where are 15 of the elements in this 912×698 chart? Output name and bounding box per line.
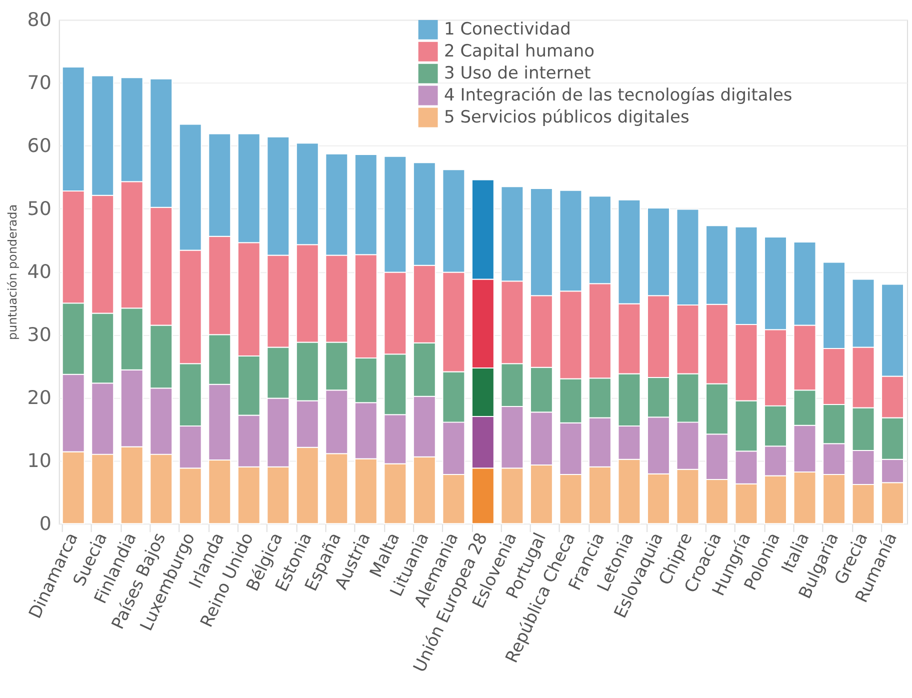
legend-label: 2 Capital humano [444, 40, 595, 61]
legend-label: 5 Servicios públicos digitales [444, 106, 690, 126]
y-tick-label: 30 [27, 324, 52, 346]
y-tick-label: 40 [27, 261, 52, 284]
legend-label: 3 Uso de internet [444, 62, 592, 83]
y-tick-label: 80 [27, 9, 52, 32]
y-tick-label: 10 [27, 450, 52, 472]
y-tick-label: 0 [39, 513, 52, 536]
y-axis-title: puntuación ponderada [5, 204, 20, 340]
y-tick-label: 50 [27, 198, 52, 220]
y-tick-label: 70 [27, 72, 52, 94]
legend-label: 4 Integración de las tecnologías digitales [444, 84, 792, 105]
legend-label: 1 Conectividad [444, 18, 571, 39]
y-tick-label: 60 [27, 135, 52, 158]
y-tick-label: 20 [27, 387, 52, 410]
